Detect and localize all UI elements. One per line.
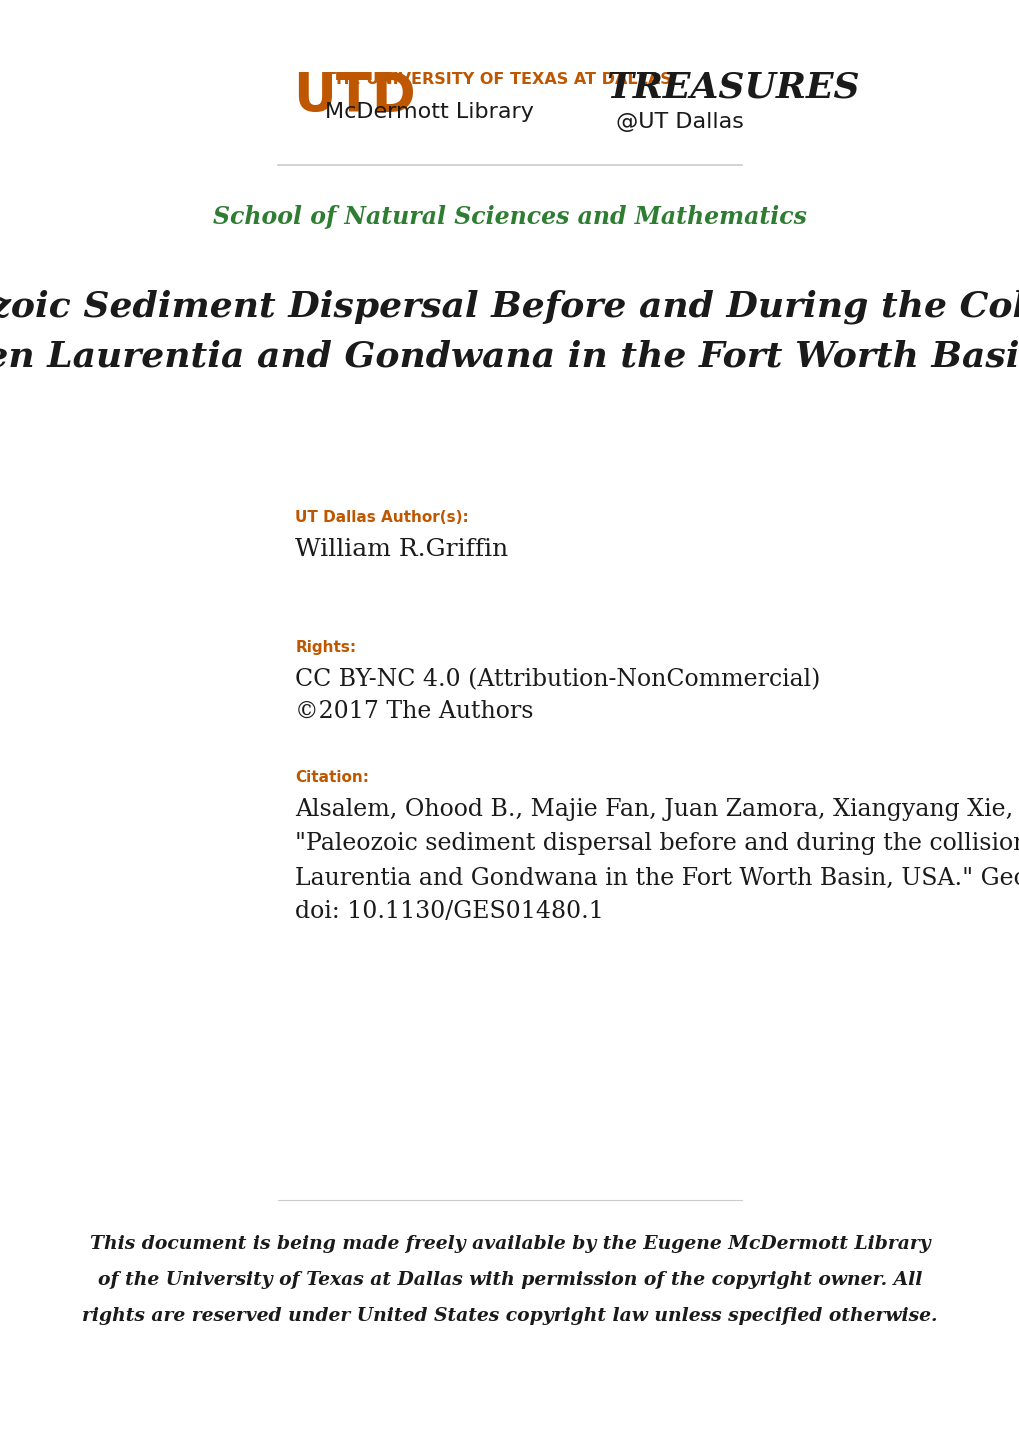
Text: Alsalem, Ohood B., Majie Fan, Juan Zamora, Xiangyang Xie, et al. 2018.: Alsalem, Ohood B., Majie Fan, Juan Zamor… — [296, 798, 1019, 821]
Text: School of Natural Sciences and Mathematics: School of Natural Sciences and Mathemati… — [213, 205, 806, 229]
Text: Rights:: Rights: — [296, 641, 357, 655]
Text: Paleozoic Sediment Dispersal Before and During the Collision: Paleozoic Sediment Dispersal Before and … — [0, 290, 1019, 325]
Text: William R.Griffin: William R.Griffin — [296, 538, 508, 561]
Text: @UT Dallas: @UT Dallas — [615, 113, 743, 131]
Text: of the University of Texas at Dallas with permission of the copyright owner. All: of the University of Texas at Dallas wit… — [98, 1271, 921, 1289]
Text: McDermott Library: McDermott Library — [324, 102, 533, 123]
Text: THE UNIVERSITY OF TEXAS AT DALLAS: THE UNIVERSITY OF TEXAS AT DALLAS — [324, 72, 671, 87]
Text: ©2017 The Authors: ©2017 The Authors — [296, 700, 533, 723]
Text: CC BY-NC 4.0 (Attribution-NonCommercial): CC BY-NC 4.0 (Attribution-NonCommercial) — [296, 668, 820, 691]
Text: UTD: UTD — [292, 71, 416, 123]
Text: Laurentia and Gondwana in the Fort Worth Basin, USA." Geosphere 14(1):: Laurentia and Gondwana in the Fort Worth… — [296, 866, 1019, 889]
Text: Between Laurentia and Gondwana in the Fort Worth Basin, USA: Between Laurentia and Gondwana in the Fo… — [0, 341, 1019, 374]
Text: This document is being made freely available by the Eugene McDermott Library: This document is being made freely avail… — [90, 1235, 929, 1253]
Text: doi: 10.1130/GES01480.1: doi: 10.1130/GES01480.1 — [296, 900, 603, 924]
Text: TREASURES: TREASURES — [605, 71, 859, 104]
Text: Citation:: Citation: — [296, 771, 369, 785]
Text: UT Dallas Author(s):: UT Dallas Author(s): — [296, 509, 469, 525]
Text: "Paleozoic sediment dispersal before and during the collision between: "Paleozoic sediment dispersal before and… — [296, 833, 1019, 856]
Text: rights are reserved under United States copyright law unless specified otherwise: rights are reserved under United States … — [83, 1307, 936, 1325]
